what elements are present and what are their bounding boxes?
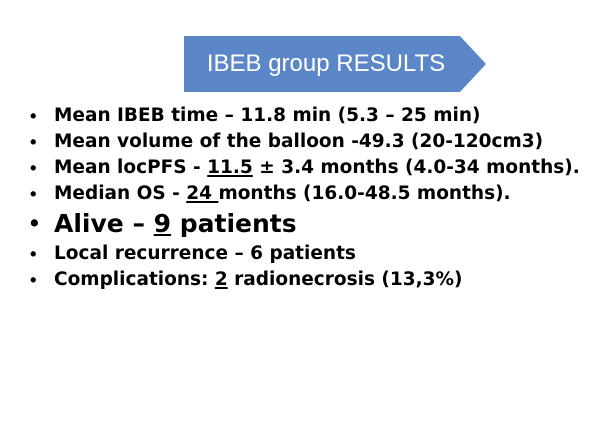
complications-value: 2 (214, 269, 228, 290)
list-item: • Complications: 2 radionecrosis (13,3%) (30, 268, 590, 291)
alive-value: 9 (153, 209, 172, 238)
title-banner: IBEB group RESULTS (184, 36, 486, 92)
mean-locpfs-value: 11.5 (207, 157, 253, 178)
banner-arrow-shape (184, 36, 486, 92)
median-os-detail: months (16.0-48.5 months). (218, 183, 511, 204)
mean-balloon-volume-text: Mean volume of the balloon -49.3 (20-120… (54, 131, 544, 152)
local-recurrence-text: Local recurrence – 6 patients (54, 243, 356, 264)
median-os-value: 24 (186, 183, 219, 204)
bullet-icon: • (30, 209, 39, 237)
bullet-icon: • (30, 183, 37, 204)
list-item: • Median OS - 24 months (16.0-48.5 month… (30, 182, 590, 205)
bullet-icon: • (30, 105, 37, 126)
list-item: • Alive – 9 patients (30, 208, 590, 239)
complications-label: Complications: (54, 269, 215, 290)
list-item: • Mean volume of the balloon -49.3 (20-1… (30, 130, 590, 153)
alive-detail: patients (171, 209, 297, 238)
bullet-icon: • (30, 243, 37, 264)
complications-detail: radionecrosis (13,3%) (227, 269, 463, 290)
median-os-label: Median OS - (54, 183, 187, 204)
list-item: • Mean locPFS - 11.5 ± 3.4 months (4.0-3… (30, 156, 590, 179)
slide-title: IBEB group RESULTS (206, 50, 446, 77)
alive-label: Alive – (54, 209, 154, 238)
mean-locpfs-detail: ± 3.4 months (4.0-34 months). (252, 157, 580, 178)
list-item: • Local recurrence – 6 patients (30, 242, 590, 265)
bullet-icon: • (30, 269, 37, 290)
mean-locpfs-label: Mean locPFS - (54, 157, 208, 178)
mean-ibeb-time-text: Mean IBEB time – 11.8 min (5.3 – 25 min) (54, 105, 481, 126)
bullet-icon: • (30, 157, 37, 178)
list-item: • Mean IBEB time – 11.8 min (5.3 – 25 mi… (30, 104, 590, 127)
results-list: • Mean IBEB time – 11.8 min (5.3 – 25 mi… (30, 104, 590, 294)
bullet-icon: • (30, 131, 37, 152)
